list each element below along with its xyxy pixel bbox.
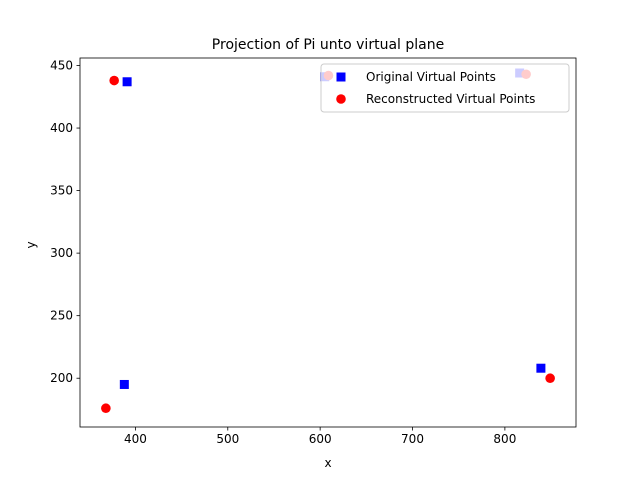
x-tick-label: 700 [401, 432, 424, 446]
x-tick-label: 600 [309, 432, 332, 446]
y-tick-label: 200 [50, 371, 73, 385]
reconstructed-point-marker [101, 403, 111, 414]
reconstructed-point-marker [545, 373, 555, 384]
y-tick-label: 350 [50, 184, 73, 198]
x-tick-label: 800 [493, 432, 516, 446]
legend-label: Reconstructed Virtual Points [366, 92, 535, 106]
original-point-marker [119, 379, 129, 389]
legend-label: Original Virtual Points [366, 70, 496, 84]
legend-circle-marker [336, 94, 346, 104]
x-axis-label: x [324, 456, 331, 470]
y-tick-label: 400 [50, 121, 73, 135]
legend-box [320, 63, 570, 113]
reconstructed-point-marker [109, 75, 119, 86]
y-tick-label: 450 [50, 59, 73, 73]
axes-frame [79, 57, 577, 428]
chart-title: Projection of Pi unto virtual plane [212, 37, 444, 53]
axes-background [80, 58, 576, 427]
plot-area: 400 500 600 700 800 200 250 300 350 400 450 [50, 57, 577, 446]
legend-square-marker [336, 72, 346, 82]
y-tick-label: 250 [50, 309, 73, 323]
original-point-marker [122, 77, 132, 87]
x-tick-label: 400 [124, 432, 147, 446]
x-tick-label: 500 [216, 432, 239, 446]
y-tick-label: 300 [50, 246, 73, 260]
legend: Original Virtual Points Reconstructed Vir… [320, 63, 570, 113]
original-point-marker [536, 363, 546, 373]
y-axis-label: y [24, 241, 38, 248]
